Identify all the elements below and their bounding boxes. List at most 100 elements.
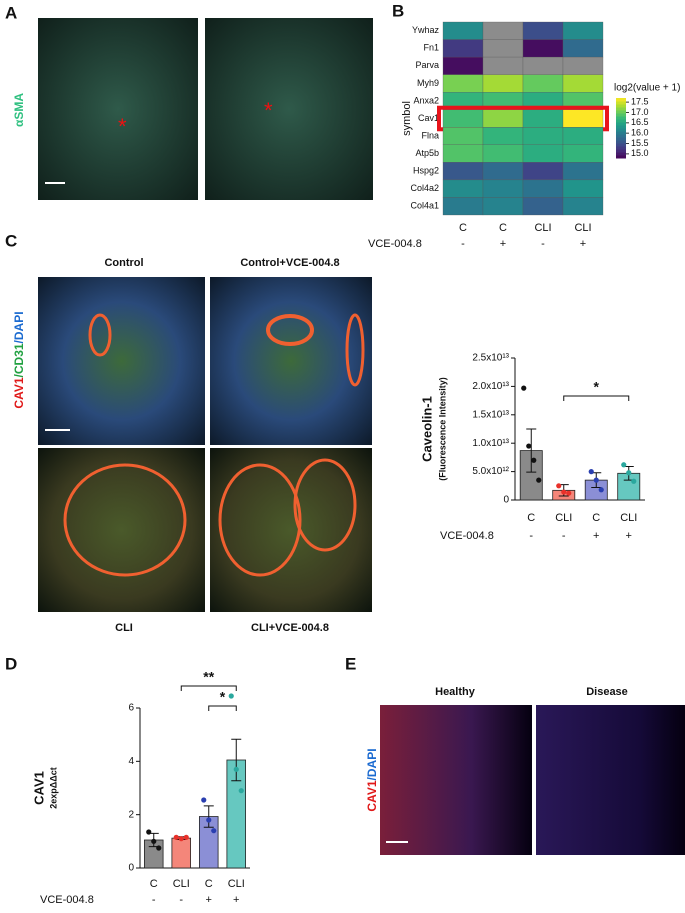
x-tick-label: C — [499, 222, 507, 234]
heat-cell — [562, 162, 604, 181]
heat-cell — [482, 197, 524, 216]
data-point — [626, 470, 632, 476]
row-label: Col4a1 — [410, 201, 439, 211]
heat-cell — [482, 162, 524, 181]
colorbar-step — [616, 119, 626, 123]
data-point — [536, 477, 542, 483]
heat-cell — [482, 21, 524, 40]
colorbar-tick-label: 16.0 — [631, 128, 649, 138]
data-point — [561, 489, 567, 495]
y-tick-label: 5.0x10¹² — [472, 466, 509, 477]
heat-cell — [442, 197, 484, 216]
panel-letter: D — [5, 654, 17, 673]
vessel — [345, 313, 365, 387]
heat-cell — [522, 127, 564, 145]
stain-label: αSMA — [12, 93, 26, 127]
colorbar-step — [616, 149, 626, 153]
heat-cell — [442, 74, 484, 93]
data-point — [178, 836, 184, 842]
image — [38, 18, 198, 200]
data-point — [593, 477, 599, 483]
colorbar-step — [616, 140, 626, 144]
heat-cell — [562, 39, 604, 58]
vessel — [218, 463, 302, 577]
heat-cell — [522, 162, 564, 181]
x-tick-label: C — [592, 512, 600, 524]
vessel — [88, 313, 112, 357]
row-label: Col4a2 — [410, 183, 439, 193]
treatment-label: + — [206, 894, 212, 906]
treatment-label: - — [562, 530, 566, 542]
bar — [171, 837, 191, 869]
heat-cell — [442, 109, 484, 128]
data-point — [531, 457, 537, 463]
heat-cell — [562, 197, 604, 216]
y-axis-title: Caveolin-1 — [419, 396, 434, 462]
heat-cell — [482, 179, 524, 198]
data-point — [556, 483, 562, 489]
data-point — [621, 462, 627, 468]
image-title: Disease — [586, 686, 628, 698]
treatment-label: + — [580, 238, 586, 250]
colorbar-step — [616, 155, 626, 159]
row-label: Parva — [415, 60, 439, 70]
x-tick-label: CLI — [534, 222, 551, 234]
y-axis-subtitle: (Fluorescence Intensity) — [437, 377, 447, 481]
heat-cell — [442, 144, 484, 163]
treatment-label: + — [626, 530, 632, 542]
image — [205, 18, 373, 200]
heat-cell — [522, 56, 564, 75]
heat-cell — [482, 39, 524, 58]
x-tick-label: CLI — [574, 222, 591, 234]
row-label: Hspg2 — [413, 166, 439, 176]
treatment-label: - — [461, 238, 465, 250]
colorbar-tick-label: 16.5 — [631, 117, 649, 127]
image-title: Healthy — [435, 686, 476, 698]
y-tick-label: 2.0x10¹³ — [472, 381, 509, 392]
stain-part: CAV1 — [12, 377, 26, 408]
x-tick-label: C — [459, 222, 467, 234]
heat-cell — [482, 144, 524, 163]
colorbar-step — [616, 107, 626, 111]
row-label: Cav1 — [418, 113, 439, 123]
asterisk: * — [264, 98, 273, 123]
colorbar-step — [616, 128, 626, 132]
data-point — [173, 834, 179, 840]
data-point — [156, 845, 162, 851]
data-point — [233, 766, 239, 772]
asterisk: * — [118, 114, 127, 139]
colorbar-step — [616, 122, 626, 126]
stain-label: CAV1/CD31/DAPI — [12, 311, 26, 408]
heat-cell — [522, 197, 564, 216]
data-point — [598, 487, 604, 493]
y-axis-subtitle: 2expΔΔct — [48, 767, 58, 808]
x-tick-label: C — [205, 878, 213, 890]
heat-cell — [522, 39, 564, 58]
colorbar-step — [616, 110, 626, 114]
heat-cell — [482, 56, 524, 75]
image — [38, 448, 205, 612]
row-label: Ywhaz — [412, 25, 440, 35]
treatment-label: - — [529, 530, 533, 542]
significance-label: ** — [203, 669, 214, 685]
colorbar-step — [616, 101, 626, 105]
micrographs: * * — [38, 18, 685, 855]
axis-title: symbol — [401, 101, 413, 136]
error-bar — [526, 428, 537, 473]
panel-letter: B — [392, 1, 404, 20]
significance-bracket — [208, 705, 237, 711]
colorbar-step — [616, 152, 626, 156]
treatment-label: + — [233, 894, 239, 906]
y-tick-label: 0 — [128, 863, 134, 874]
panel-letter: E — [345, 654, 356, 673]
heat-cell — [442, 21, 484, 40]
heat-cell — [482, 74, 524, 93]
treatment-label: - — [179, 894, 183, 906]
x-tick-label: CLI — [173, 878, 190, 890]
colorbar-step — [616, 131, 626, 135]
data-point — [588, 469, 594, 475]
treatment-title: VCE-004.8 — [440, 530, 494, 542]
heat-cell — [442, 56, 484, 75]
heat-cell — [562, 127, 604, 145]
x-tick-label: CLI — [620, 512, 637, 524]
